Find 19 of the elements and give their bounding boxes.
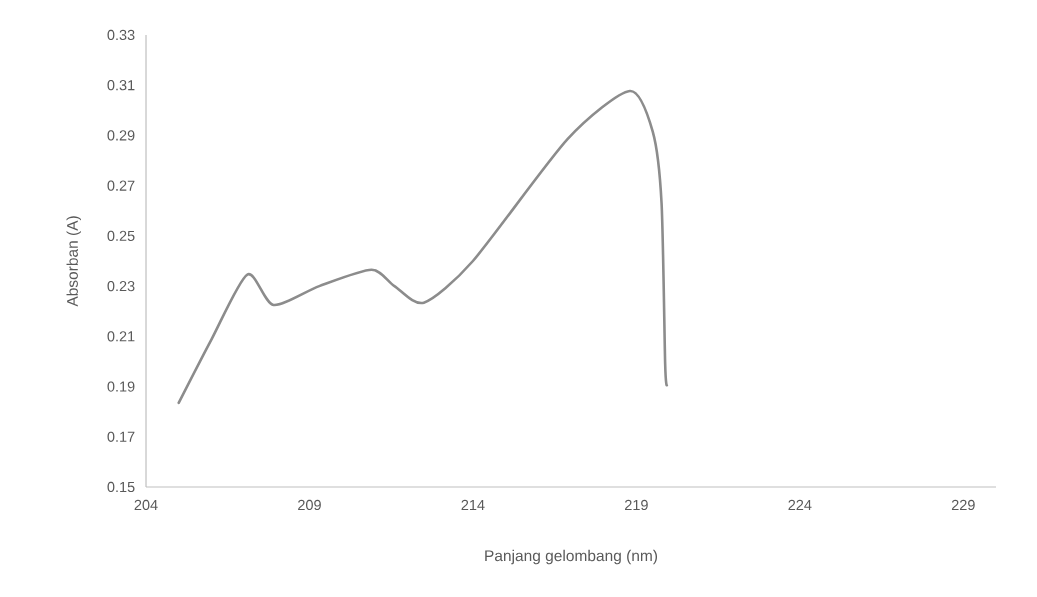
x-tick-label: 219 — [625, 499, 648, 511]
y-tick-label: 0.31 — [107, 80, 135, 91]
x-tick-label: 209 — [298, 499, 321, 511]
y-tick-label: 0.15 — [107, 481, 135, 493]
y-tick-label: 0.25 — [107, 230, 135, 242]
y-tick-label: 0.27 — [107, 180, 135, 191]
y-tick-label: 0.33 — [107, 29, 135, 41]
y-tick-label: 0.29 — [107, 130, 135, 141]
y-axis-title: Absorban (A) — [66, 216, 81, 307]
y-tick-label: 0.19 — [107, 381, 135, 392]
x-tick-label: 229 — [951, 499, 975, 511]
x-tick-label: 214 — [461, 499, 485, 510]
line-series — [177, 89, 669, 405]
y-tick-label: 0.23 — [107, 280, 135, 292]
x-axis-title: Panjang gelombang (nm) — [485, 549, 658, 565]
x-tick-label: 204 — [134, 499, 158, 511]
y-tick-label: 0.21 — [107, 331, 135, 342]
y-tick-label: 0.17 — [107, 431, 135, 442]
x-tick-label: 224 — [788, 499, 812, 510]
